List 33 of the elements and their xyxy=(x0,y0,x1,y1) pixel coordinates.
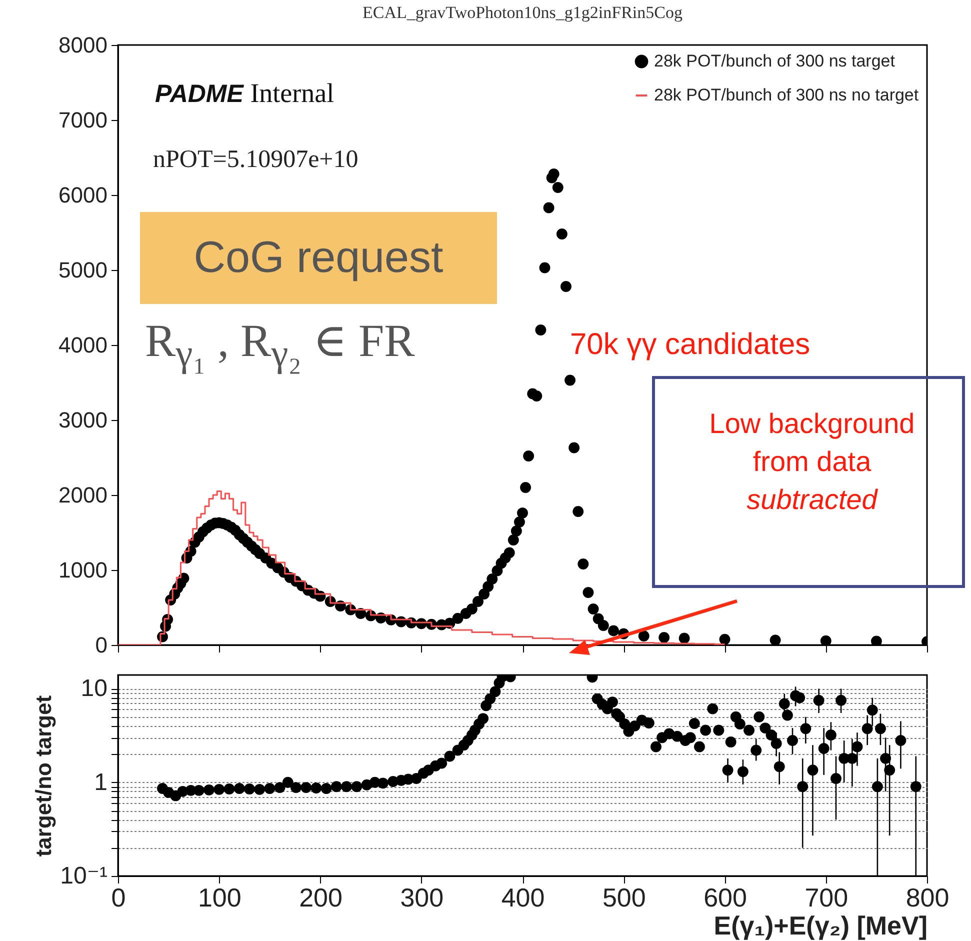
y-axis-title: target/no target xyxy=(31,694,56,857)
y-tick-label: 0 xyxy=(95,632,108,658)
annotation: from data xyxy=(752,446,872,477)
label-box: CoG request xyxy=(140,212,497,304)
x-tick-label: 300 xyxy=(400,882,444,912)
annotation: nPOT=5.10907e+10 xyxy=(153,146,358,173)
y-tick-label: 10 xyxy=(80,675,108,702)
x-tick-label: 700 xyxy=(804,882,848,912)
y-tick-label: 7000 xyxy=(58,108,108,132)
annotation: subtracted xyxy=(746,484,879,515)
x-tick-label: 100 xyxy=(198,882,242,912)
y-tick-label: 1 xyxy=(94,768,108,796)
annotation: Low background xyxy=(708,408,916,439)
x-tick-label: 800 xyxy=(906,882,950,912)
annotation: R$_{γ₁}$ , R$_{γ₂}$ ∈ FR xyxy=(145,315,415,376)
y-tick-label: 2000 xyxy=(58,482,108,508)
y-tick-label: 3000 xyxy=(58,408,108,432)
y-tick-label: 4000 xyxy=(58,332,108,358)
y-tick-label: 8000 xyxy=(58,32,108,58)
y-tick-label: 5000 xyxy=(58,258,108,282)
legend-label: 28k POT/bunch of 300 ns target xyxy=(654,52,896,70)
annotation: PADME Internal xyxy=(155,78,334,108)
annotation: 70k γγ candidates xyxy=(570,328,810,361)
x-tick-label: 600 xyxy=(704,882,747,912)
y-tick-label: 6000 xyxy=(58,182,108,208)
chart-title: ECAL_gravTwoPhoton10ns_g1g2inFRin5Cog xyxy=(362,3,683,22)
x-tick-label: 500 xyxy=(602,882,646,912)
y-tick-label: 1000 xyxy=(58,558,108,582)
x-axis-title: E(γ₁)+E(γ₂) [MeV] xyxy=(714,910,928,940)
y-tick-label: 10⁻¹ xyxy=(60,862,108,890)
x-tick-label: 400 xyxy=(501,882,545,912)
legend-label: 28k POT/bunch of 300 ns no target xyxy=(654,86,919,104)
x-tick-label: 200 xyxy=(299,882,342,912)
